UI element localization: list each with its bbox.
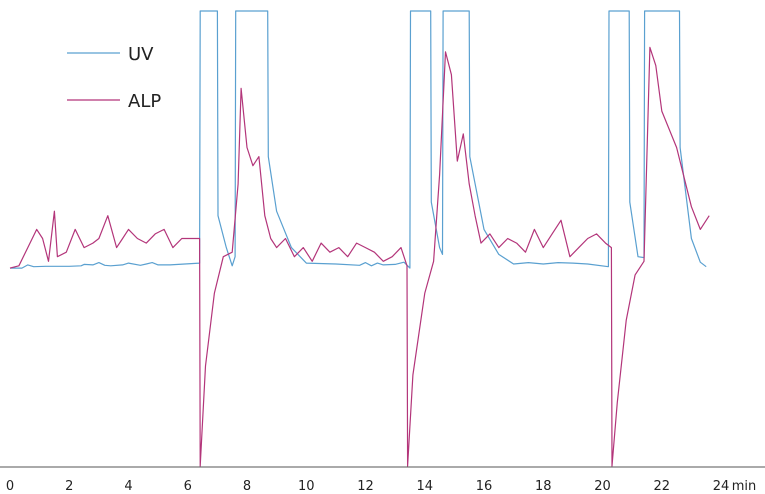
x-tick-labels: 0 2 4 6 8 10 12 14 16 18 20 22 24 bbox=[6, 479, 729, 494]
x-tick-label: 18 bbox=[535, 479, 552, 494]
x-tick-label: 0 bbox=[6, 479, 14, 494]
x-tick-label: 16 bbox=[476, 479, 493, 494]
x-tick-label: 20 bbox=[594, 479, 611, 494]
series-layer bbox=[9, 10, 710, 467]
x-tick-label: 2 bbox=[65, 479, 73, 494]
x-tick-label: 6 bbox=[184, 479, 192, 494]
x-axis-unit-label: min bbox=[732, 479, 757, 494]
series-line-alp bbox=[9, 46, 710, 467]
x-tick-label: 10 bbox=[298, 479, 315, 494]
legend: UV ALP bbox=[67, 44, 161, 112]
x-tick-label: 12 bbox=[357, 479, 374, 494]
x-tick-label: 4 bbox=[124, 479, 132, 494]
legend-label-alp: ALP bbox=[128, 91, 161, 112]
x-tick-label: 24 bbox=[713, 479, 730, 494]
x-tick-label: 8 bbox=[243, 479, 251, 494]
legend-label-uv: UV bbox=[128, 44, 154, 65]
x-tick-label: 14 bbox=[416, 479, 433, 494]
x-tick-label: 22 bbox=[653, 479, 670, 494]
series-line-uv bbox=[10, 10, 707, 269]
